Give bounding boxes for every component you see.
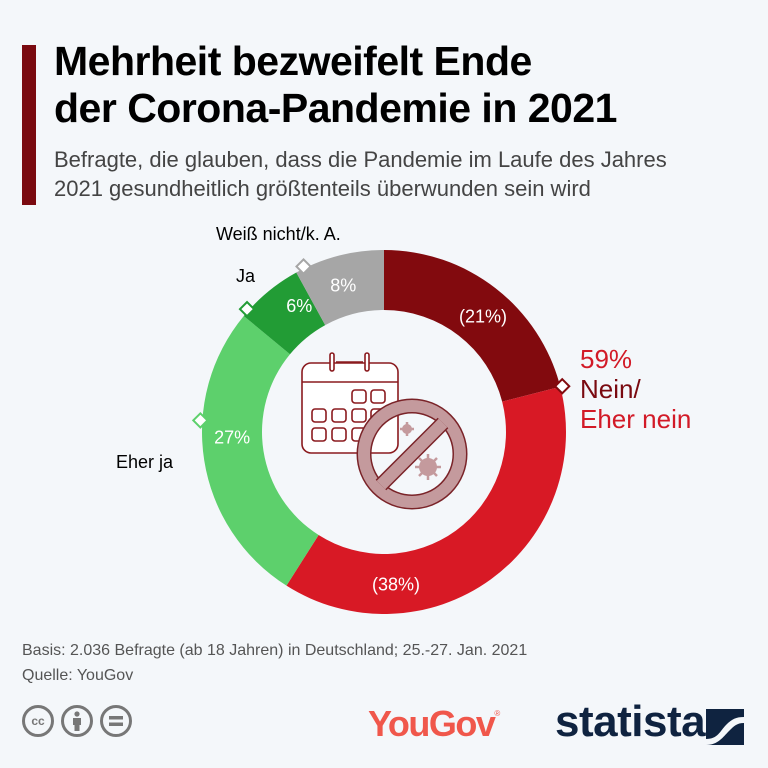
license-icons: cc <box>22 705 132 737</box>
equals-icon <box>109 716 123 726</box>
marker-weiss-nicht <box>295 258 313 276</box>
donut-slice-nein <box>384 250 561 402</box>
callout-label-ja: Ja <box>236 266 256 286</box>
slice-label-eher-nein: (38%) <box>372 575 420 595</box>
cc-text: cc <box>31 714 45 728</box>
donut-slice-weiss-nicht <box>296 250 384 326</box>
yougov-logo: YouGov® <box>368 703 500 745</box>
slice-label-eher-ja: 27% <box>214 428 250 448</box>
statista-logo: statista <box>555 697 706 746</box>
group-label-eher-nein: Eher nein <box>580 404 692 434</box>
yougov-logo-text: YouGov <box>368 703 496 744</box>
marker-nein-eher-nein <box>553 377 571 395</box>
slice-value-labels: (21%) (38%) 27% 6% 8% <box>214 276 507 595</box>
statista-mark-icon <box>706 709 744 745</box>
subtitle-line-1: Befragte, die glauben, dass die Pandemie… <box>54 147 667 172</box>
subtitle-line-2: 2021 gesundheitlich größtenteils überwun… <box>54 176 591 201</box>
slice-label-nein: (21%) <box>459 307 507 327</box>
slice-label-ja: 6% <box>286 296 312 316</box>
person-icon <box>73 711 81 731</box>
basis-note: Basis: 2.036 Befragte (ab 18 Jahren) in … <box>22 642 528 659</box>
no-derivatives-icon[interactable] <box>100 705 132 737</box>
marker-eher-ja <box>191 411 209 429</box>
callout-label-weiss-nicht: Weiß nicht/k. A. <box>216 224 341 244</box>
donut-slice-ja <box>243 272 326 355</box>
no-virus-icon <box>356 398 468 510</box>
footer-notes: Basis: 2.036 Befragte (ab 18 Jahren) in … <box>22 638 527 688</box>
donut-slice-eher-nein <box>286 386 567 614</box>
group-annotation-nein: 59% Nein/ Eher nein <box>580 344 691 434</box>
attribution-icon[interactable] <box>61 705 93 737</box>
callout-markers <box>191 258 571 429</box>
cc-icon[interactable]: cc <box>22 705 54 737</box>
marker-ja <box>238 300 256 318</box>
title-line-2: der Corona-Pandemie in 2021 <box>54 85 617 131</box>
title-accent-bar <box>22 45 36 205</box>
source-note: Quelle: YouGov <box>22 667 134 684</box>
group-total: 59% <box>580 344 633 374</box>
calendar-with-no-virus-icon <box>301 352 468 510</box>
subtitle: Befragte, die glauben, dass die Pandemie… <box>54 145 764 203</box>
group-label-nein: Nein/ <box>580 374 641 404</box>
page-title: Mehrheit bezweifelt Ende der Corona-Pand… <box>54 38 754 132</box>
slice-label-weiss-nicht: 8% <box>330 276 356 296</box>
donut-slice-eher-ja <box>201 315 319 586</box>
calendar-icon <box>301 352 399 454</box>
donut-slices <box>201 250 567 614</box>
yougov-registered-mark: ® <box>494 709 500 718</box>
callout-label-eher-ja: Eher ja <box>116 452 174 472</box>
title-line-1: Mehrheit bezweifelt Ende <box>54 38 532 84</box>
